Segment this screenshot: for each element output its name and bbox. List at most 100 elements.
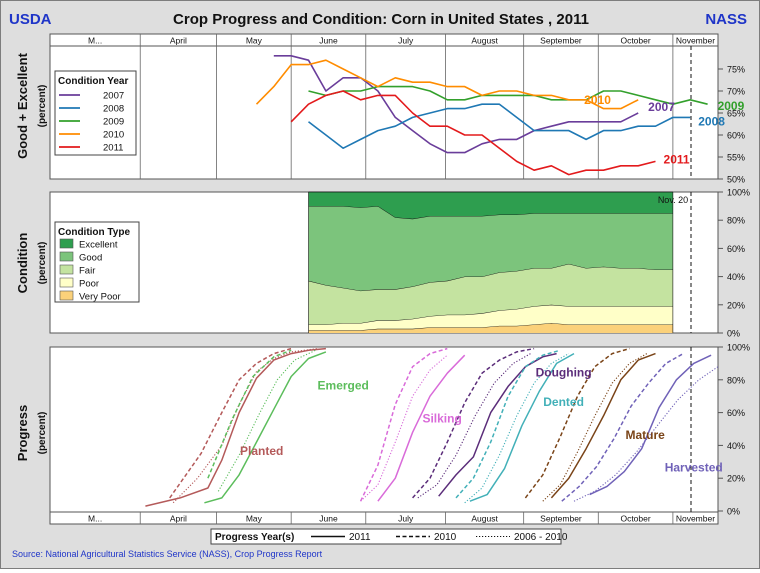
- progress-panel: M... April May June July August September Octob…: [15, 343, 750, 525]
- progress-year-legend: Progress Year(s) 2011 2010 2006 - 2010: [210, 528, 568, 545]
- end-label-2008: 2008: [698, 114, 725, 128]
- chart-title: Crop Progress and Condition: Corn in Uni…: [173, 11, 589, 28]
- legend-swatch-poor: [59, 277, 74, 288]
- good-excellent-month-bar-bg: [49, 33, 719, 47]
- condition-y-tick-label: 100%: [727, 188, 750, 198]
- good-excellent-month-label: November: [676, 36, 715, 46]
- progress-line-harvested-y2010: [561, 352, 684, 502]
- legend-label-very-poor: Very Poor: [79, 292, 121, 303]
- good-excellent-month-label: August: [471, 36, 498, 46]
- good-excellent-month-label: July: [398, 36, 414, 46]
- progress-line-mature-y2011: [550, 352, 656, 499]
- condition-stacked-areas: [308, 191, 674, 333]
- progress-month-label: August: [471, 514, 498, 524]
- stage-label-harvested: Harvested: [665, 461, 723, 475]
- condition-year-legend-title: Condition Year: [58, 76, 128, 87]
- progress-month-bar: M... April May June July August September Octob…: [49, 511, 719, 525]
- good-excellent-month-bar: M... April May June July August September Octob…: [49, 33, 719, 179]
- good-excellent-y-unit: (percent): [37, 85, 48, 128]
- stage-label-planted: Planted: [240, 444, 283, 458]
- good-excellent-panel: M... April May June July August September Octob…: [15, 33, 745, 185]
- condition-y-tick-label: 0%: [727, 329, 740, 339]
- progress-year-legend-box: [210, 528, 562, 545]
- usda-label: USDA: [9, 11, 52, 28]
- condition-panel: 0% 20% 40% 60% 80% 100% Nov. 20 Condition Typ…: [15, 188, 750, 339]
- condition-area-very-poor: [308, 323, 673, 333]
- condition-y-tick-label: 40%: [727, 272, 745, 282]
- good-excellent-y-tick-label: 70%: [727, 87, 745, 97]
- progress-y-tick-label: 20%: [727, 474, 745, 484]
- progress-line-planted-y2011: [145, 347, 326, 507]
- progress-line-dented-y2010: [455, 349, 561, 499]
- progress-line-emerged-y2011: [204, 351, 327, 504]
- condition-y-tick-label: 20%: [727, 300, 745, 310]
- good-excellent-y-tick-label: 75%: [727, 65, 745, 75]
- progress-line-planted-y2010: [169, 347, 292, 499]
- progress-line-doughing-y2010: [412, 347, 535, 499]
- progress-month-label: May: [246, 514, 263, 524]
- progress-line-harvested-avg: [573, 366, 719, 502]
- nass-label: NASS: [705, 11, 747, 28]
- progress-line-harvested-y2011: [589, 354, 712, 496]
- condition-y-tick-label: 60%: [727, 244, 745, 254]
- progress-line-doughing-y2011: [438, 352, 557, 497]
- progress-y-tick-label: 40%: [727, 441, 745, 451]
- legend-label-good: Good: [79, 253, 102, 264]
- end-label-2010: 2010: [584, 93, 611, 107]
- good-excellent-plot-area: [49, 33, 719, 180]
- condition-area-good: [308, 206, 673, 291]
- end-label-2007: 2007: [648, 100, 675, 114]
- good-excellent-month-label: June: [319, 36, 338, 46]
- source-note: Source: National Agricultural Statistics…: [12, 549, 323, 559]
- condition-year-legend-items: 2007 2008 2009 2010 2011: [59, 91, 124, 154]
- progress-month-label: June: [319, 514, 338, 524]
- progress-y-tick-label: 100%: [727, 343, 750, 353]
- good-excellent-month-label: September: [540, 36, 582, 46]
- condition-year-legend-box: [54, 70, 137, 156]
- progress-month-label: April: [170, 514, 187, 524]
- condition-y-tick-label: 80%: [727, 216, 745, 226]
- progress-line-silking-y2011: [377, 354, 466, 502]
- progress-line-emerged-y2010: [207, 349, 292, 479]
- end-label-2009: 2009: [718, 99, 745, 113]
- condition-line-2011: [290, 90, 656, 176]
- condition-y-label: Condition: [15, 233, 30, 294]
- progress-line-silking-y2010: [359, 347, 448, 502]
- progress-year-legend-title: Progress Year(s): [215, 532, 294, 543]
- progress-y-label: Progress: [15, 405, 30, 461]
- progress-month-bar-bg: [49, 511, 719, 525]
- good-excellent-y-tick-label: 50%: [727, 175, 745, 185]
- legend-swatch-excellent: [59, 238, 74, 249]
- progress-legend-label-2011: 2011: [349, 532, 371, 543]
- progress-y-unit: (percent): [37, 412, 48, 455]
- condition-area-excellent: [308, 192, 673, 219]
- progress-month-label: July: [398, 514, 414, 524]
- condition-area-poor: [308, 304, 673, 331]
- progress-y-tick-label: 80%: [727, 375, 745, 385]
- progress-lines: [145, 347, 719, 507]
- good-excellent-y-tick-label: 65%: [727, 109, 745, 119]
- progress-y-ticks: 0% 20% 40% 60% 80% 100%: [718, 343, 750, 517]
- progress-month-label: November: [676, 514, 715, 524]
- legend-label-fair: Fair: [79, 266, 95, 277]
- stage-label-doughing: Doughing: [536, 366, 592, 380]
- progress-line-dented-avg: [464, 353, 570, 504]
- progress-line-doughing-avg: [417, 353, 531, 499]
- condition-line-2007: [273, 54, 639, 154]
- good-excellent-month-label: M...: [88, 36, 102, 46]
- good-excellent-y-ticks: 50% 55% 60% 65% 70% 75%: [718, 65, 745, 185]
- progress-month-label: September: [540, 514, 582, 524]
- stage-label-emerged: Emerged: [318, 379, 369, 393]
- good-excellent-month-label: May: [246, 36, 263, 46]
- progress-legend-label-2010: 2010: [434, 532, 457, 543]
- good-excellent-lines: [255, 54, 708, 176]
- progress-month-label: October: [620, 514, 650, 524]
- condition-area-fair: [308, 263, 673, 325]
- legend-label-2010: 2010: [103, 130, 124, 141]
- legend-label-2011: 2011: [103, 143, 123, 154]
- legend-swatch-very-poor: [59, 290, 74, 301]
- condition-y-unit: (percent): [37, 242, 48, 285]
- legend-swatch-good: [59, 251, 74, 262]
- condition-nov20-annotation: Nov. 20: [658, 195, 688, 205]
